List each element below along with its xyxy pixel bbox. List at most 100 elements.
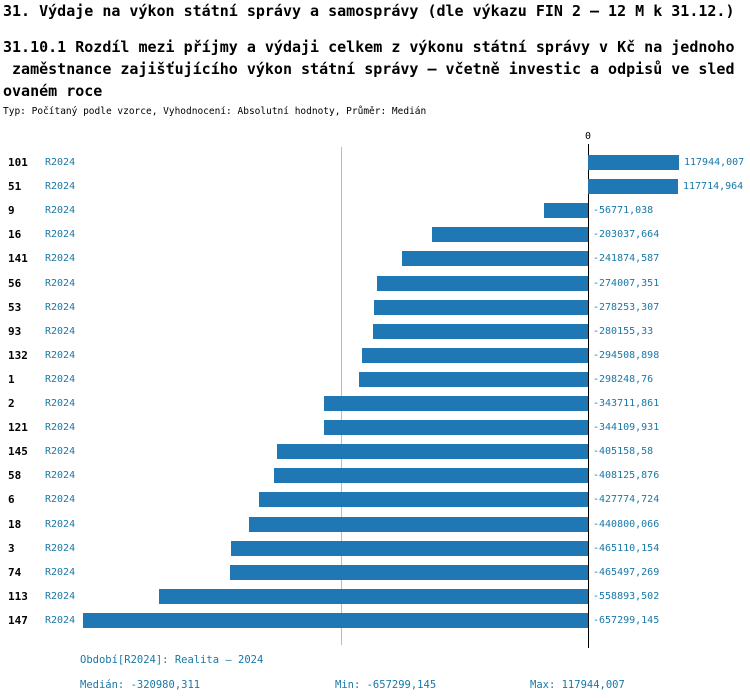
value-bar — [432, 227, 588, 243]
row-id-label: 53 — [8, 300, 22, 314]
row-id-label: 113 — [8, 589, 28, 603]
row-id-label: 74 — [8, 565, 22, 579]
row-period-label: R2024 — [45, 205, 76, 217]
report-meta-line: Typ: Počítaný podle vzorce, Vyhodnocení:… — [3, 106, 427, 117]
bar-value-label: -343711,861 — [593, 398, 660, 409]
row-period-label: R2024 — [45, 422, 76, 434]
value-bar — [588, 179, 678, 195]
chart-row: 16 R2024 -203037,664 — [0, 227, 750, 243]
value-bar — [277, 444, 588, 460]
value-bar — [259, 492, 588, 508]
footer-median-label: Medián: -320980,311 — [80, 679, 201, 691]
row-period-label: R2024 — [45, 349, 76, 361]
value-bar — [362, 347, 588, 363]
row-id-label: 3 — [8, 541, 15, 555]
bar-value-label: -280155,33 — [593, 325, 654, 337]
bar-value-label: -278253,307 — [593, 301, 660, 313]
row-id-label: 93 — [8, 324, 22, 338]
bar-value-label: -657299,145 — [593, 614, 660, 626]
row-id-label: 101 — [8, 156, 28, 169]
row-id-label: 6 — [8, 493, 15, 507]
chart-row: 74 R2024 -465497,269 — [0, 564, 750, 580]
chart-row: 101 R2024 117944,007 — [0, 155, 750, 170]
row-period-label: R2024 — [45, 518, 76, 530]
row-period-label: R2024 — [45, 157, 76, 168]
row-id-label: 145 — [8, 445, 28, 459]
row-period-label: R2024 — [45, 398, 76, 409]
row-id-label: 56 — [8, 276, 22, 290]
bar-value-label: -405158,58 — [593, 446, 654, 458]
row-period-label: R2024 — [45, 253, 76, 265]
chart-row: 132 R2024 -294508,898 — [0, 347, 750, 363]
bar-value-label: -298248,76 — [593, 373, 654, 385]
row-id-label: 51 — [8, 180, 22, 194]
chart-row: 51 R2024 117714,964 — [0, 179, 750, 195]
row-period-label: R2024 — [45, 277, 76, 289]
value-bar — [324, 396, 588, 411]
row-id-label: 141 — [8, 252, 28, 266]
value-bar — [274, 468, 588, 484]
chart-row: 145 R2024 -405158,58 — [0, 444, 750, 460]
value-bar — [324, 420, 588, 436]
bar-value-label: -558893,502 — [593, 590, 660, 602]
bar-value-label: -408125,876 — [593, 470, 660, 482]
row-period-label: R2024 — [45, 229, 76, 241]
value-bar — [249, 516, 588, 532]
row-period-label: R2024 — [45, 590, 76, 602]
bar-value-label: -274007,351 — [593, 277, 660, 289]
row-period-label: R2024 — [45, 181, 76, 193]
chart-row: 113 R2024 -558893,502 — [0, 588, 750, 604]
value-bar — [231, 540, 588, 556]
bar-value-label: -465497,269 — [593, 566, 660, 578]
chart-row: 56 R2024 -274007,351 — [0, 275, 750, 291]
value-bar — [544, 203, 588, 219]
row-id-label: 16 — [8, 228, 22, 242]
bar-value-label: -440800,066 — [593, 518, 660, 530]
row-period-label: R2024 — [45, 566, 76, 578]
bar-value-label: -294508,898 — [593, 349, 660, 361]
value-bar — [374, 299, 588, 315]
value-bar — [377, 275, 588, 291]
footer-period-label: Období[R2024]: Realita – 2024 — [80, 654, 264, 666]
value-bar — [402, 251, 588, 267]
chart-row: 6 R2024 -427774,724 — [0, 492, 750, 508]
value-bar — [83, 612, 588, 628]
chart-row: 147 R2024 -657299,145 — [0, 612, 750, 628]
footer-min-label: Min: -657299,145 — [335, 679, 437, 691]
chart-row: 121 R2024 -344109,931 — [0, 420, 750, 436]
row-id-label: 9 — [8, 204, 15, 218]
row-period-label: R2024 — [45, 373, 76, 385]
bar-value-label: -203037,664 — [593, 229, 660, 241]
row-id-label: 121 — [8, 421, 28, 435]
row-period-label: R2024 — [45, 470, 76, 482]
report-title: 31. Výdaje na výkon státní správy a samo… — [3, 2, 735, 20]
zero-axis-label: 0 — [584, 131, 592, 142]
report-subtitle: 31.10.1 Rozdíl mezi příjmy a výdaji celk… — [3, 38, 735, 100]
bar-value-label: -56771,038 — [593, 205, 654, 217]
chart-row: 93 R2024 -280155,33 — [0, 323, 750, 339]
bar-value-label: -427774,724 — [593, 494, 660, 506]
row-period-label: R2024 — [45, 494, 76, 506]
chart-row: 3 R2024 -465110,154 — [0, 540, 750, 556]
row-period-label: R2024 — [45, 325, 76, 337]
row-period-label: R2024 — [45, 446, 76, 458]
chart-row: 58 R2024 -408125,876 — [0, 468, 750, 484]
value-bar — [159, 588, 588, 604]
bar-value-label: 117944,007 — [684, 157, 745, 168]
chart-row: 18 R2024 -440800,066 — [0, 516, 750, 532]
bar-value-label: -344109,931 — [593, 422, 660, 434]
row-period-label: R2024 — [45, 301, 76, 313]
bar-value-label: -241874,587 — [593, 253, 660, 265]
row-period-label: R2024 — [45, 542, 76, 554]
chart-row: 1 R2024 -298248,76 — [0, 371, 750, 387]
value-bar — [373, 323, 588, 339]
bar-value-label: 117714,964 — [683, 181, 744, 193]
row-id-label: 147 — [8, 613, 28, 627]
chart-row: 2 R2024 -343711,861 — [0, 396, 750, 411]
bar-value-label: -465110,154 — [593, 542, 660, 554]
row-id-label: 2 — [8, 397, 15, 410]
row-id-label: 1 — [8, 372, 15, 386]
